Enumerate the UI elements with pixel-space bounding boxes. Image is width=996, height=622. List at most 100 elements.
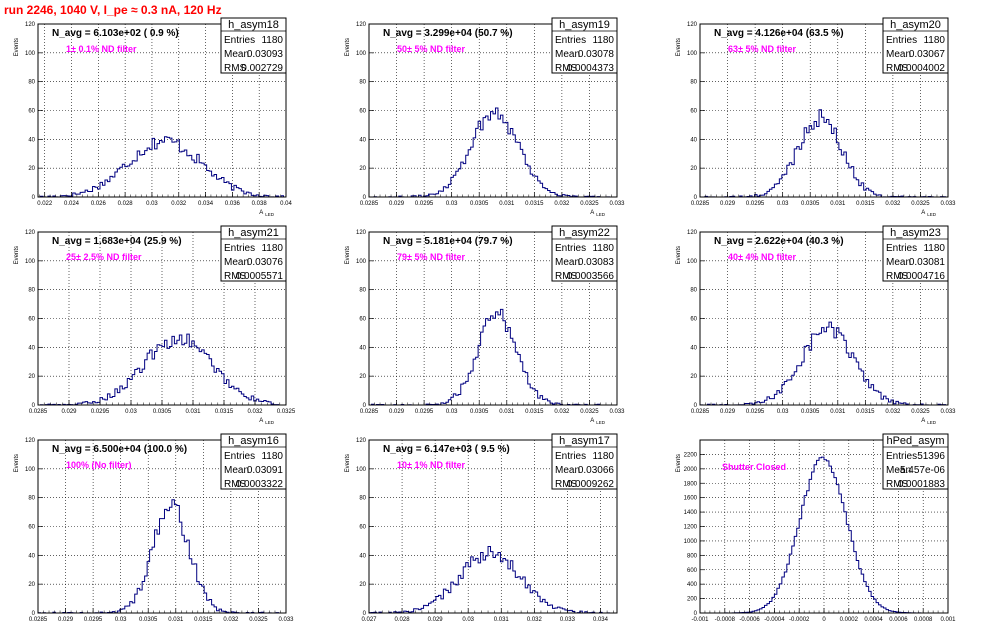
y-tick-label: 0 [32, 195, 36, 201]
stats-key: RMS [555, 271, 578, 282]
x-tick-label: 0.032 [171, 201, 187, 207]
x-tick-label: -0.001 [691, 617, 709, 622]
stats-value: 1180 [261, 35, 283, 46]
x-tick-label: 0.04 [280, 201, 292, 207]
stats-box: h_asym20 Entries 1180 Mean0.03067RMS0.00040… [882, 17, 949, 74]
filter-label: Shutter Closed [722, 462, 786, 472]
histogram-pad-h_asym17: 0.027 0.028 0.029 0.03 0.031 0.032 0.033 0.034 0… [345, 433, 618, 622]
histogram-pad-h_asym20: 0.0285 0.029 0.0295 0.03 0.0305 0.031 0.0315 0.… [676, 17, 956, 217]
y-tick-label: 1000 [684, 539, 698, 545]
y-axis-title: Events [14, 38, 20, 56]
y-tick-label: 600 [687, 568, 698, 574]
x-tick-label: 0.029 [389, 201, 405, 207]
stats-box-frame [220, 225, 287, 282]
stats-value: 51396 [917, 451, 945, 462]
histogram-line [369, 546, 617, 614]
x-tick-label: 0.0285 [360, 201, 379, 207]
y-tick-label: 60 [690, 317, 697, 323]
y-tick-label: 100 [25, 51, 36, 57]
x-axis-title-sub: LED [596, 420, 606, 425]
stats-box-frame [551, 225, 618, 282]
y-tick-label: 120 [25, 230, 36, 236]
x-tick-label: 0.03 [777, 201, 789, 207]
x-tick-label: 0.0285 [691, 201, 710, 207]
y-tick-label: 80 [359, 288, 366, 294]
x-tick-label: 0.03 [446, 201, 458, 207]
stats-key: RMS [886, 63, 909, 74]
y-tick-label: 80 [359, 496, 366, 502]
stats-box: h_asym23 Entries 1180 Mean0.03081RMS0.00047… [882, 225, 949, 282]
x-tick-label: 0.026 [91, 201, 107, 207]
stats-value: 0.0003566 [567, 271, 615, 282]
y-tick-label: 100 [356, 259, 367, 265]
stats-key: RMS [555, 63, 578, 74]
n-avg-label: N_avg = 3.299e+04 (50.7 %) [383, 28, 513, 39]
stats-value: 0.0001883 [898, 479, 946, 490]
x-tick-label: 0.0008 [914, 617, 933, 622]
x-axis-title: A LED [259, 210, 275, 217]
stats-name: h_asym16 [228, 435, 279, 447]
stats-value: 0.03078 [578, 49, 615, 60]
y-tick-label: 1800 [684, 481, 698, 487]
x-tick-label: 0.027 [361, 617, 377, 622]
y-tick-label: 60 [690, 109, 697, 115]
x-tick-label: 0.0305 [801, 409, 820, 415]
y-tick-label: 100 [687, 259, 698, 265]
y-tick-label: 60 [28, 525, 35, 531]
x-tick-label: 0.0295 [746, 201, 765, 207]
stats-value: 0.0004002 [898, 63, 946, 74]
x-tick-label: 0.032 [554, 409, 570, 415]
x-axis-title: A LED [921, 418, 937, 425]
y-tick-label: 2000 [684, 467, 698, 473]
y-tick-label: 20 [28, 166, 35, 172]
x-tick-label: 0.032 [247, 409, 263, 415]
stats-value: 0.002729 [241, 63, 283, 74]
stats-box-frame [882, 17, 949, 74]
stats-key: RMS [886, 271, 909, 282]
y-tick-label: 100 [25, 467, 36, 473]
stats-key: RMS [886, 479, 909, 490]
y-tick-label: 800 [687, 553, 698, 559]
x-tick-label: 0.038 [252, 201, 268, 207]
stats-key: Entries [886, 451, 917, 462]
stats-name: h_asym21 [228, 227, 279, 239]
n-avg-label: N_avg = 6.500e+04 (100.0 %) [52, 444, 187, 455]
filter-label: 63± 5% ND filter [728, 44, 796, 54]
stats-box-frame [882, 225, 949, 282]
y-tick-label: 120 [356, 230, 367, 236]
stats-value: 1180 [923, 243, 945, 254]
histogram-line [700, 321, 948, 406]
x-tick-label: 0.033 [940, 201, 956, 207]
stats-value: 0.03067 [909, 49, 946, 60]
x-axis-title-main: A [590, 210, 594, 216]
stats-value: 1180 [261, 451, 283, 462]
x-tick-label: 0 [822, 617, 826, 622]
histogram-line [369, 308, 617, 406]
y-tick-label: 20 [690, 374, 697, 380]
stats-key: Mean [224, 49, 249, 60]
y-axis-title: Events [345, 454, 351, 472]
x-tick-label: 0.0315 [856, 201, 875, 207]
n-avg-label: N_avg = 6.103e+02 ( 0.9 %) [52, 28, 179, 39]
histogram-pad-h_asym21: 0.0285 0.029 0.0295 0.03 0.0305 0.031 0.0315 0.… [14, 225, 296, 425]
stats-key: Entries [555, 35, 586, 46]
x-tick-label: 0.032 [527, 617, 543, 622]
n-avg-label: N_avg = 2.622e+04 (40.3 %) [714, 236, 844, 247]
x-tick-label: 0.03 [115, 617, 127, 622]
y-tick-label: 60 [28, 109, 35, 115]
x-tick-label: 0.031 [499, 201, 515, 207]
stats-name: h_asym22 [559, 227, 610, 239]
histogram-pad-h_asym16: 0.0285 0.029 0.0295 0.03 0.0305 0.031 0.0315 0.… [14, 433, 294, 622]
stats-key: Mean [555, 257, 580, 268]
stats-value: 0.0009262 [567, 479, 615, 490]
y-tick-label: 40 [28, 345, 35, 351]
x-tick-label: 0.031 [499, 409, 515, 415]
filter-label: 100% (No filter) [66, 460, 132, 470]
x-axis-title: A LED [259, 418, 275, 425]
y-tick-label: 100 [356, 467, 367, 473]
y-tick-label: 20 [690, 166, 697, 172]
y-tick-label: 80 [690, 288, 697, 294]
y-tick-label: 100 [356, 51, 367, 57]
x-tick-label: 0.034 [593, 617, 609, 622]
x-tick-label: 0.029 [389, 409, 405, 415]
